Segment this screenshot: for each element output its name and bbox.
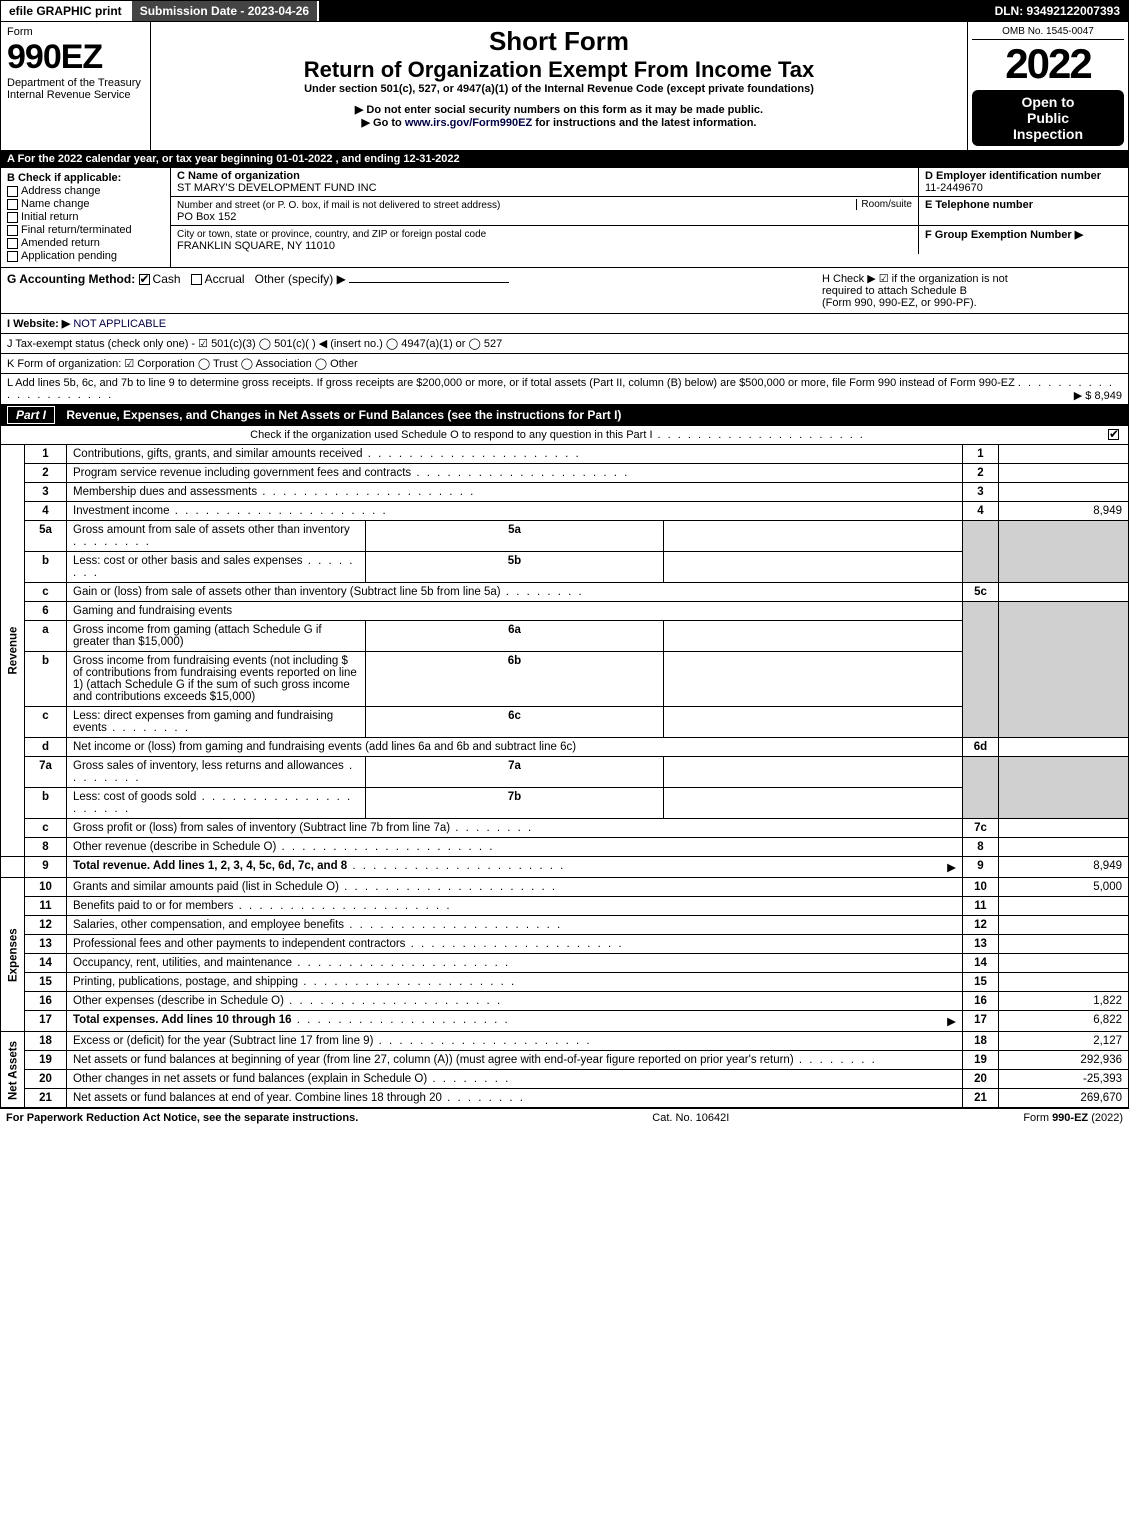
line1-value <box>999 445 1129 464</box>
submission-date: Submission Date - 2023-04-26 <box>130 1 319 21</box>
f-group-cell: F Group Exemption Number ▶ <box>918 226 1128 254</box>
part1-check: Check if the organization used Schedule … <box>0 426 1129 445</box>
city-cell: City or town, state or province, country… <box>171 226 918 254</box>
chk-amended-return[interactable]: Amended return <box>7 237 164 249</box>
street-cell: Number and street (or P. O. box, if mail… <box>171 197 918 225</box>
row-g-h: G Accounting Method: Cash Accrual Other … <box>0 268 1129 314</box>
l-amount: ▶ $ 8,949 <box>1074 389 1122 402</box>
footer-right: Form 990-EZ (2022) <box>1023 1112 1123 1124</box>
e-phone-cell: E Telephone number <box>918 197 1128 225</box>
chk-cash[interactable] <box>139 274 150 285</box>
form-subtitle: Under section 501(c), 527, or 4947(a)(1)… <box>159 83 959 95</box>
form-word: Form <box>7 26 144 38</box>
spacer <box>319 1 986 21</box>
g-accounting: G Accounting Method: Cash Accrual Other … <box>7 272 509 309</box>
org-name: ST MARY'S DEVELOPMENT FUND INC <box>177 182 377 194</box>
form-title: Return of Organization Exempt From Incom… <box>159 57 959 83</box>
part1-tag: Part I <box>7 406 55 424</box>
d-ein-cell: D Employer identification number 11-2449… <box>918 168 1128 196</box>
irs-link[interactable]: www.irs.gov/Form990EZ <box>405 117 532 129</box>
row-i: I Website: ▶ NOT APPLICABLE <box>0 314 1129 334</box>
line19-value: 292,936 <box>999 1051 1129 1070</box>
header-left: Form 990EZ Department of the Treasury In… <box>1 22 151 150</box>
part1-table: Revenue 1 Contributions, gifts, grants, … <box>0 445 1129 1108</box>
ein-value: 11-2449670 <box>925 182 983 194</box>
col-b: B Check if applicable: Address change Na… <box>1 168 171 267</box>
page-footer: For Paperwork Reduction Act Notice, see … <box>0 1108 1129 1127</box>
h-schedule-b: H Check ▶ ☑ if the organization is not r… <box>812 272 1122 309</box>
chk-accrual[interactable] <box>191 274 202 285</box>
line16-value: 1,822 <box>999 992 1129 1011</box>
header-right: OMB No. 1545-0047 2022 Open to Public In… <box>968 22 1128 150</box>
top-bar: efile GRAPHIC print Submission Date - 20… <box>0 0 1129 22</box>
short-form-title: Short Form <box>159 26 959 57</box>
line17-total-expenses: 6,822 <box>999 1011 1129 1032</box>
line21-value: 269,670 <box>999 1089 1129 1108</box>
goto-link[interactable]: ▶ Go to www.irs.gov/Form990EZ for instru… <box>159 116 959 129</box>
line10-value: 5,000 <box>999 878 1129 897</box>
website-value[interactable]: NOT APPLICABLE <box>73 318 166 330</box>
row-l: L Add lines 5b, 6c, and 7b to line 9 to … <box>0 374 1129 405</box>
form-header: Form 990EZ Department of the Treasury In… <box>0 22 1129 151</box>
netassets-label: Net Assets <box>1 1032 25 1108</box>
dept-label: Department of the Treasury <box>7 77 144 89</box>
part1-title: Revenue, Expenses, and Changes in Net As… <box>66 408 621 422</box>
revenue-label: Revenue <box>1 445 25 857</box>
expenses-label: Expenses <box>1 878 25 1032</box>
line9-total-revenue: 8,949 <box>999 857 1129 878</box>
open-public-badge: Open to Public Inspection <box>972 90 1124 146</box>
line-a: A For the 2022 calendar year, or tax yea… <box>0 151 1129 168</box>
tax-year: 2022 <box>972 40 1124 88</box>
chk-name-change[interactable]: Name change <box>7 198 164 210</box>
c-name-cell: C Name of organization ST MARY'S DEVELOP… <box>171 168 918 196</box>
form-number: 990EZ <box>7 38 144 77</box>
omb-number: OMB No. 1545-0047 <box>972 26 1124 40</box>
part1-bar: Part I Revenue, Expenses, and Changes in… <box>0 405 1129 426</box>
row-k: K Form of organization: ☑ Corporation ◯ … <box>0 354 1129 374</box>
chk-final-return[interactable]: Final return/terminated <box>7 224 164 236</box>
efile-label: efile GRAPHIC print <box>1 1 130 21</box>
footer-left: For Paperwork Reduction Act Notice, see … <box>6 1112 358 1124</box>
chk-application-pending[interactable]: Application pending <box>7 250 164 262</box>
col-cd: C Name of organization ST MARY'S DEVELOP… <box>171 168 1128 267</box>
city-value: FRANKLIN SQUARE, NY 11010 <box>177 240 335 252</box>
ssn-warning: ▶ Do not enter social security numbers o… <box>159 103 959 116</box>
chk-schedule-o[interactable] <box>1108 429 1119 440</box>
dln-label: DLN: 93492122007393 <box>987 1 1128 21</box>
line20-value: -25,393 <box>999 1070 1129 1089</box>
chk-address-change[interactable]: Address change <box>7 185 164 197</box>
line4-value: 8,949 <box>999 502 1129 521</box>
footer-mid: Cat. No. 10642I <box>652 1112 729 1124</box>
row-j: J Tax-exempt status (check only one) - ☑… <box>0 334 1129 354</box>
irs-label: Internal Revenue Service <box>7 89 144 101</box>
block-b-to-f: B Check if applicable: Address change Na… <box>0 168 1129 268</box>
header-mid: Short Form Return of Organization Exempt… <box>151 22 968 150</box>
street-value: PO Box 152 <box>177 211 236 223</box>
b-label: B Check if applicable: <box>7 172 121 184</box>
chk-initial-return[interactable]: Initial return <box>7 211 164 223</box>
line18-value: 2,127 <box>999 1032 1129 1051</box>
